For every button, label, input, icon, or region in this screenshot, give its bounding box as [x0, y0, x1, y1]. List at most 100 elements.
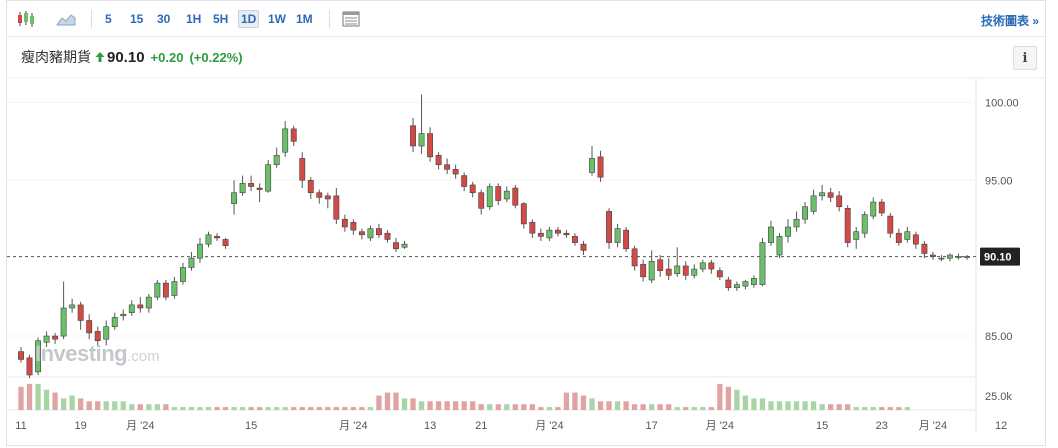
- volume-bar: [478, 404, 484, 410]
- x-tick-label: 23: [876, 420, 888, 432]
- x-tick-label: 21: [475, 420, 487, 432]
- candle-body: [495, 186, 502, 201]
- timeframe-5[interactable]: 5: [105, 12, 112, 26]
- candle-body: [853, 231, 860, 240]
- price-change-percent: (+0.22%): [189, 49, 243, 65]
- volume-bar: [887, 407, 893, 410]
- area-chart-icon[interactable]: [55, 9, 77, 29]
- volume-bar: [52, 392, 58, 410]
- timeframe-30[interactable]: 30: [157, 12, 171, 26]
- candle-body: [137, 304, 144, 309]
- x-tick-label: 月 '24: [706, 420, 734, 432]
- volume-bar: [691, 407, 697, 410]
- candle-body: [810, 195, 817, 212]
- candle-body: [708, 262, 715, 270]
- volume-bar: [308, 407, 314, 410]
- candle-body: [606, 211, 612, 243]
- volume-bar: [708, 407, 714, 410]
- volume-bar: [239, 407, 246, 410]
- volume-bar: [265, 407, 271, 410]
- timeframe-1d[interactable]: 1D: [238, 10, 260, 28]
- volume-bar: [589, 398, 595, 410]
- candle-body: [921, 243, 928, 254]
- volume-bar: [853, 407, 859, 410]
- candle-body: [733, 284, 740, 289]
- candle-body: [503, 190, 510, 200]
- candle-body: [520, 203, 527, 225]
- volume-bar: [504, 404, 510, 410]
- toolbar-divider: [329, 10, 330, 28]
- candle-body: [273, 155, 280, 165]
- candle-body: [171, 281, 178, 296]
- volume-bar: [146, 404, 152, 410]
- volume-bar: [802, 401, 808, 410]
- instrument-header: 瘦肉豬期貨 90.10 +0.20 (+0.22%): [21, 47, 249, 67]
- candle-body: [785, 226, 791, 237]
- candle-body: [904, 231, 911, 240]
- x-tick-label: 11: [15, 420, 26, 432]
- candle-body: [580, 243, 587, 251]
- volume-bar: [683, 407, 689, 410]
- timeframe-15[interactable]: 15: [130, 12, 144, 26]
- volume-bar: [631, 404, 638, 410]
- volume-bar: [154, 404, 161, 410]
- candle-body: [205, 234, 212, 245]
- candle-body: [631, 248, 638, 267]
- volume-bar: [623, 401, 629, 410]
- volume-bar: [291, 407, 297, 410]
- volume-bar: [103, 401, 109, 410]
- candle-body: [964, 256, 970, 258]
- technical-chart-link[interactable]: 技術圖表 »: [980, 14, 1039, 28]
- volume-bar: [43, 389, 50, 410]
- volume-bar: [521, 404, 527, 410]
- volume-bar: [376, 395, 382, 410]
- volume-bar: [512, 404, 518, 410]
- candle-body: [77, 304, 84, 321]
- timeframe-1h[interactable]: 1H: [186, 12, 202, 26]
- candle-body: [725, 279, 732, 289]
- volume-bar: [640, 404, 646, 410]
- volume-bar: [231, 407, 237, 410]
- candle-body: [461, 175, 468, 187]
- volume-bar: [649, 404, 655, 410]
- candle-body: [60, 307, 67, 337]
- volume-bar: [751, 398, 757, 410]
- volume-bar: [137, 404, 143, 410]
- volume-bar: [572, 392, 578, 410]
- volume-bar: [95, 401, 101, 410]
- volume-bar: [546, 407, 553, 410]
- table-view-icon[interactable]: [340, 9, 362, 29]
- candle-body: [878, 201, 885, 214]
- candle-body: [572, 236, 578, 243]
- volume-bar: [666, 404, 672, 410]
- x-tick-label: 17: [646, 420, 658, 432]
- volume-bar: [342, 407, 348, 410]
- volume-bar: [384, 392, 391, 410]
- timeframe-1m[interactable]: 1M: [296, 12, 313, 26]
- volume-bar: [810, 401, 817, 410]
- volume-bar: [444, 401, 450, 410]
- candle-body: [537, 232, 544, 237]
- investing-watermark: Investing.com: [35, 341, 160, 367]
- candle-body: [307, 179, 314, 194]
- candle-body: [657, 259, 664, 271]
- candle-body: [861, 214, 868, 234]
- candle-body: [512, 187, 519, 206]
- info-button[interactable]: i: [1013, 46, 1037, 70]
- candle-body: [947, 254, 953, 259]
- candle-body: [341, 218, 348, 228]
- candle-body: [401, 243, 408, 248]
- candle-body: [623, 229, 630, 250]
- volume-bar: [316, 407, 322, 410]
- candle-body: [222, 239, 229, 246]
- volume-bar: [256, 407, 263, 410]
- price-chart[interactable]: 100.00 95.00 85.00 25.0k 11 19 月 '24 15 月 '24 13 2…: [7, 1, 1045, 445]
- volume-bar: [282, 407, 288, 410]
- candle-body: [554, 229, 561, 234]
- timeframe-5h[interactable]: 5H: [213, 12, 229, 26]
- volume-bar: [418, 401, 425, 410]
- candle-body: [716, 270, 723, 278]
- volume-bar: [435, 401, 442, 410]
- candlestick-icon[interactable]: [15, 9, 37, 29]
- timeframe-1w[interactable]: 1W: [268, 12, 286, 26]
